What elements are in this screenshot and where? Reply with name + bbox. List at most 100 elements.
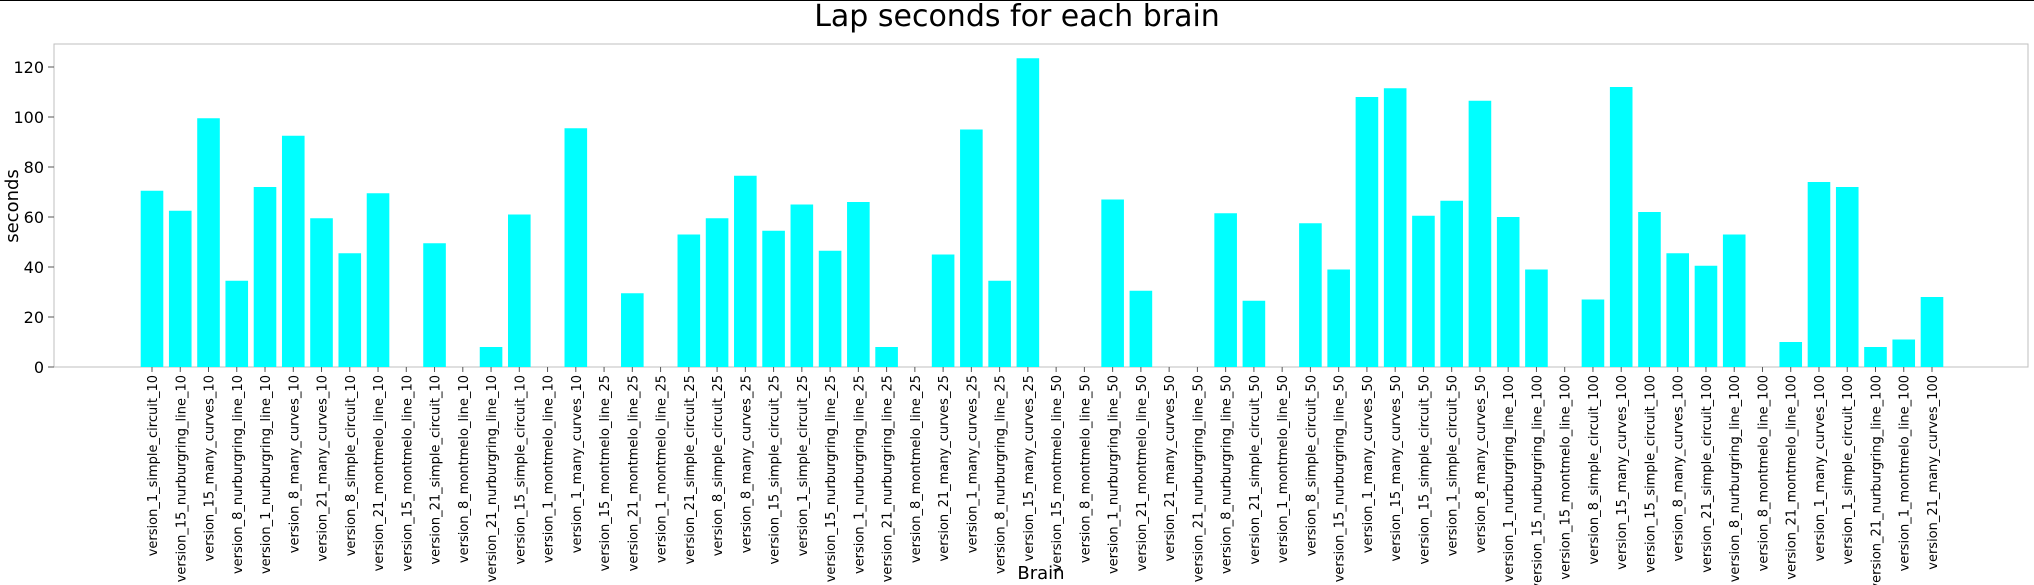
x-tick-label: version_1_montmelo_line_25 <box>655 375 670 563</box>
x-tick-label: version_15_nurburgring_line_100 <box>1530 375 1545 585</box>
x-tick-label: version_8_many_curves_50 <box>1474 375 1489 553</box>
bar <box>1016 58 1040 367</box>
x-tick-label: version_8_nurburgring_line_10 <box>231 375 246 574</box>
bar <box>423 243 446 367</box>
y-tick-label: 80 <box>24 158 44 177</box>
bar <box>1327 269 1350 367</box>
x-tick-label: version_21_nurburgring_line_50 <box>1191 375 1206 582</box>
bar <box>1864 347 1887 367</box>
bar <box>1383 88 1407 367</box>
bar <box>253 187 277 367</box>
bar <box>1892 339 1916 367</box>
x-tick-label: version_8_nurburgring_line_100 <box>1728 375 1743 582</box>
x-tick-label: version_1_many_curves_25 <box>965 375 980 553</box>
bar <box>1666 253 1690 367</box>
bar <box>1581 299 1605 367</box>
x-tick-label: version_21_nurburgring_line_100 <box>1869 375 1884 585</box>
bar <box>960 129 983 367</box>
x-tick-label: version_21_montmelo_line_10 <box>372 375 387 571</box>
bar <box>1412 215 1435 367</box>
x-tick-label: version_8_simple_circuit_10 <box>344 375 359 556</box>
bar <box>1920 297 1944 367</box>
bar <box>1355 97 1379 367</box>
bar <box>677 234 701 367</box>
x-tick-label: version_1_nurburgring_line_50 <box>1107 375 1122 574</box>
bar <box>705 218 729 367</box>
bar <box>790 204 814 367</box>
y-axis-ticks: 0 20 40 60 80 100 120 <box>13 58 54 377</box>
bar <box>366 193 390 367</box>
x-tick-label: version_21_simple_circuit_10 <box>429 375 444 565</box>
x-tick-label: version_21_many_curves_10 <box>316 375 331 561</box>
bar <box>988 280 1011 367</box>
x-tick-label: version_8_many_curves_10 <box>287 375 302 553</box>
bar <box>1835 187 1859 367</box>
bar <box>931 254 955 367</box>
x-tick-label: version_8_simple_circuit_50 <box>1304 375 1319 556</box>
bar <box>1440 200 1463 367</box>
x-tick-label: version_15_nurburgring_line_10 <box>174 375 189 582</box>
bar <box>310 218 333 367</box>
x-tick-label: version_21_simple_circuit_25 <box>683 375 698 565</box>
x-tick-label: version_1_nurburgring_line_10 <box>259 375 274 574</box>
top-border <box>0 0 2034 1</box>
bar <box>338 253 362 367</box>
x-axis-label: Brain <box>1017 563 1064 584</box>
x-tick-label: version_1_montmelo_line_50 <box>1276 375 1291 563</box>
y-tick-label: 0 <box>34 358 44 377</box>
bar <box>1694 265 1718 367</box>
bar <box>225 280 249 367</box>
bar <box>1525 269 1548 367</box>
bar <box>479 347 503 367</box>
x-tick-label: version_15_many_curves_10 <box>203 375 218 561</box>
x-tick-label: version_8_many_curves_25 <box>739 375 754 553</box>
x-tick-label: version_15_many_curves_25 <box>1022 375 1037 561</box>
x-tick-label: version_15_simple_circuit_100 <box>1643 375 1658 573</box>
bar <box>168 210 192 367</box>
bar <box>197 118 220 367</box>
x-tick-label: version_8_montmelo_line_10 <box>457 375 472 563</box>
bar <box>1468 100 1492 367</box>
x-tick-label: version_1_simple_circuit_25 <box>796 375 811 556</box>
bar <box>1496 217 1520 367</box>
bar <box>1214 213 1237 367</box>
bar <box>1129 290 1153 367</box>
x-tick-label: version_21_nurburgring_line_10 <box>485 375 500 582</box>
x-tick-label: version_15_montmelo_line_10 <box>400 375 415 571</box>
x-tick-label: version_21_montmelo_line_25 <box>626 375 641 571</box>
x-tick-label: version_8_montmelo_line_100 <box>1756 375 1771 571</box>
bar <box>1609 87 1633 367</box>
y-tick-label: 100 <box>13 108 44 127</box>
x-tick-label: version_21_many_curves_25 <box>937 375 952 561</box>
bar <box>1779 342 1803 367</box>
x-tick-label: version_8_montmelo_line_50 <box>1078 375 1093 563</box>
bar <box>1638 212 1661 367</box>
x-tick-label: version_21_simple_circuit_50 <box>1248 375 1263 565</box>
x-tick-label: version_15_simple_circuit_10 <box>513 375 528 565</box>
bar <box>1722 234 1746 367</box>
x-tick-label: version_1_many_curves_50 <box>1361 375 1376 553</box>
x-tick-label: version_15_simple_circuit_50 <box>1417 375 1432 565</box>
bar <box>508 214 531 367</box>
x-tick-label: version_15_nurburgring_line_50 <box>1333 375 1348 582</box>
bar <box>847 202 870 367</box>
bar <box>564 128 588 367</box>
y-tick-label: 120 <box>13 58 44 77</box>
x-tick-label: version_8_nurburgring_line_50 <box>1220 375 1235 574</box>
x-tick-label: version_1_simple_circuit_10 <box>146 375 161 556</box>
y-tick-label: 60 <box>24 208 44 227</box>
y-tick-label: 40 <box>24 258 44 277</box>
bar <box>1807 182 1831 367</box>
bar <box>1101 199 1124 367</box>
x-tick-label: version_8_simple_circuit_25 <box>711 375 726 556</box>
x-tick-label: version_8_many_curves_100 <box>1672 375 1687 561</box>
x-tick-label: version_8_simple_circuit_100 <box>1587 375 1602 565</box>
y-axis-label: seconds <box>2 169 23 243</box>
plot-frame <box>53 43 2029 368</box>
chart-title: Lap seconds for each brain <box>814 0 1220 34</box>
x-tick-label: version_1_montmelo_line_100 <box>1898 375 1913 571</box>
bar <box>621 293 644 367</box>
x-tick-label: version_8_montmelo_line_25 <box>909 375 924 563</box>
x-tick-label: version_1_nurburgring_line_100 <box>1502 375 1517 582</box>
